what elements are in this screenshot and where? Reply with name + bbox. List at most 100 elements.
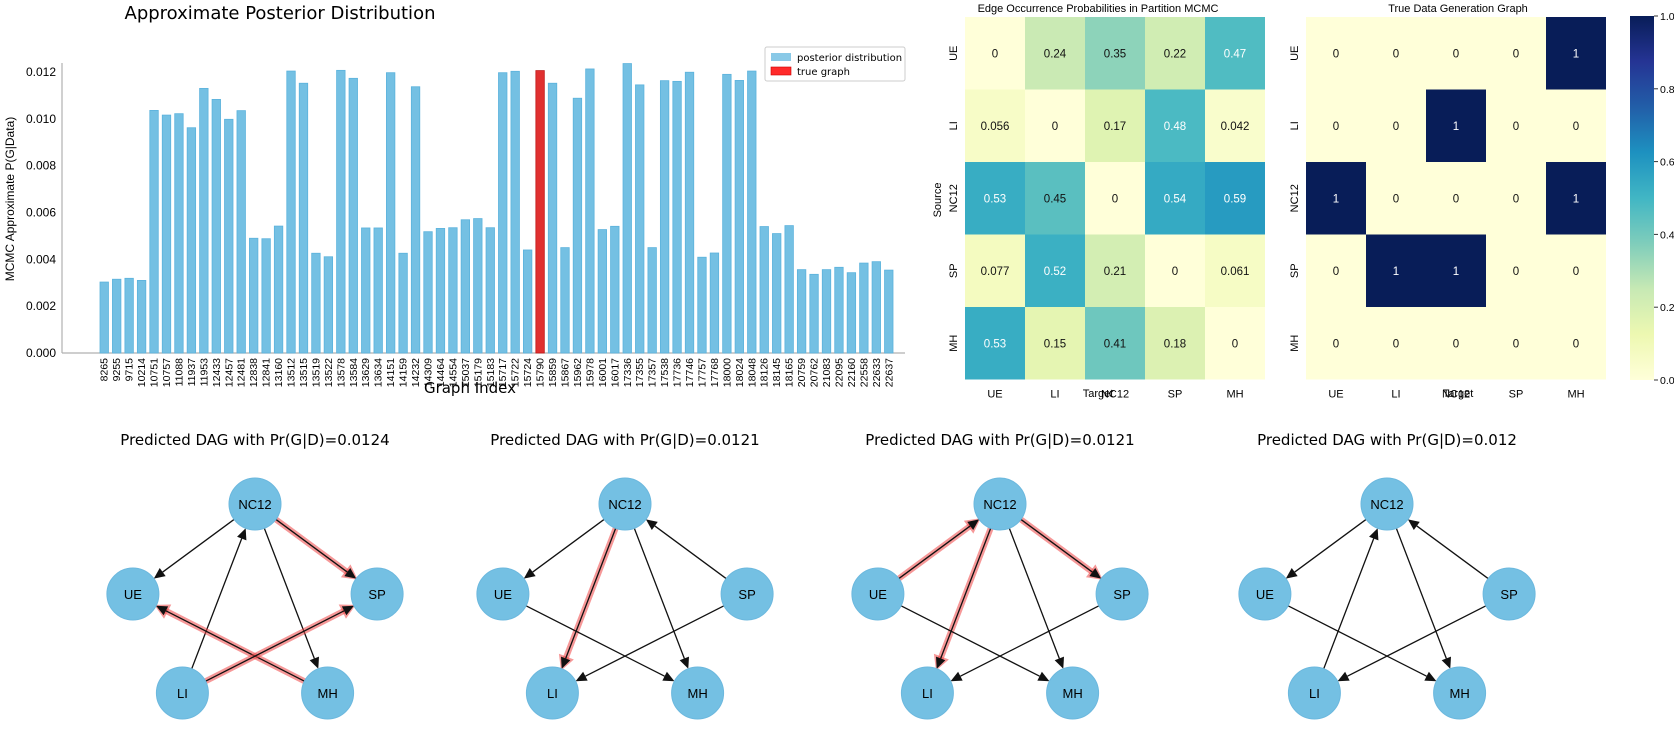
heatmap-cell-label: 1 bbox=[1453, 266, 1459, 278]
dag-node-label: MH bbox=[687, 686, 707, 701]
bar bbox=[672, 80, 682, 354]
heatmap-y-tick-label: MH bbox=[948, 335, 960, 352]
heatmap-y-tick-label: LI bbox=[948, 121, 960, 130]
dag-edge bbox=[191, 538, 243, 669]
heatmap-cell-label: 0.22 bbox=[1164, 48, 1186, 60]
bar bbox=[647, 247, 657, 354]
dag-node-label: SP bbox=[738, 587, 755, 602]
dag-edge bbox=[1020, 518, 1093, 573]
x-tick-label: 13512 bbox=[286, 358, 298, 387]
bar bbox=[435, 228, 446, 354]
x-tick-label: 15867 bbox=[559, 358, 571, 387]
bar bbox=[722, 73, 732, 354]
heatmap-cell-label: 0.17 bbox=[1104, 121, 1126, 133]
bar bbox=[809, 273, 819, 354]
bar bbox=[485, 227, 495, 354]
bar-chart-title: Approximate Posterior Distribution bbox=[125, 3, 436, 24]
x-tick-label: 14309 bbox=[423, 358, 435, 387]
heatmap-cell-label: 0 bbox=[1393, 338, 1399, 350]
heatmap-cell bbox=[1486, 234, 1546, 307]
x-tick-label: 12841 bbox=[261, 358, 273, 387]
dag-arrowhead bbox=[967, 519, 980, 530]
y-tick-label: 0.006 bbox=[26, 206, 56, 220]
bar bbox=[522, 249, 533, 354]
bar bbox=[286, 70, 296, 354]
bar bbox=[510, 70, 520, 354]
dag-edge bbox=[1395, 528, 1447, 659]
heatmap-y-tick-label: NC12 bbox=[1289, 184, 1301, 212]
heatmap-x-tick-label: LI bbox=[1050, 389, 1059, 401]
x-tick-label: 10751 bbox=[149, 358, 161, 387]
bar bbox=[323, 256, 334, 354]
bar bbox=[821, 269, 832, 354]
dag-node bbox=[598, 477, 652, 531]
dag-node-label: SP bbox=[1113, 587, 1130, 602]
bar bbox=[112, 278, 122, 354]
heatmap-cell-label: 0 bbox=[1112, 193, 1118, 205]
bar bbox=[236, 110, 246, 354]
bar bbox=[684, 71, 695, 354]
heatmap-cell bbox=[1205, 234, 1265, 307]
heatmap-cell-label: 0.59 bbox=[1224, 193, 1246, 205]
dag-node bbox=[1482, 567, 1536, 621]
heatmap-cell bbox=[1546, 234, 1606, 307]
dag-edge bbox=[1416, 525, 1489, 580]
heatmap-cell-label: 1 bbox=[1333, 193, 1339, 205]
x-tick-label: 17355 bbox=[634, 358, 646, 387]
x-tick-label: 12457 bbox=[223, 358, 235, 387]
dag-node-label: UE bbox=[1256, 587, 1274, 602]
dag-edge bbox=[960, 605, 1100, 677]
heatmap-cell bbox=[1145, 234, 1205, 307]
dag-arrowhead bbox=[1037, 671, 1050, 682]
dag-edge bbox=[633, 528, 685, 659]
bar bbox=[772, 233, 782, 354]
bar bbox=[149, 110, 159, 354]
heatmap-cell bbox=[1025, 234, 1085, 307]
heatmap-cell-label: 0.061 bbox=[1221, 266, 1250, 278]
dag-arrowhead bbox=[575, 671, 588, 682]
bar bbox=[796, 269, 807, 354]
dag-node-label: UE bbox=[124, 587, 142, 602]
heatmap-cell bbox=[1145, 17, 1205, 90]
dag-node-label: MH bbox=[317, 686, 337, 701]
x-tick-label: 11953 bbox=[198, 358, 210, 387]
legend-label-posterior: posterior distribution bbox=[797, 53, 902, 64]
heatmap1-ylabel: Source bbox=[932, 183, 944, 218]
heatmap2-title: True Data Generation Graph bbox=[1388, 3, 1528, 15]
bar bbox=[697, 256, 707, 354]
y-tick-label: 0.002 bbox=[26, 299, 56, 313]
heatmap-cell bbox=[1306, 162, 1366, 235]
heatmap-cell-label: 0.24 bbox=[1044, 48, 1067, 60]
bar bbox=[747, 70, 757, 354]
colorbar-tick-label: 0.8 bbox=[1660, 84, 1674, 96]
x-tick-label: 10757 bbox=[161, 358, 173, 387]
heatmap-cell-label: 0.41 bbox=[1104, 338, 1126, 350]
dag-arrowhead bbox=[679, 656, 689, 669]
dag-node-label: NC12 bbox=[608, 497, 641, 512]
heatmap-cell-label: 0.35 bbox=[1104, 48, 1126, 60]
heatmap-y-tick-label: SP bbox=[948, 263, 960, 278]
heatmap-cell bbox=[1426, 234, 1486, 307]
x-tick-label: 14151 bbox=[385, 358, 397, 387]
x-tick-label: 8265 bbox=[99, 358, 111, 382]
dag-node bbox=[851, 567, 905, 621]
dag-arrowhead bbox=[1441, 656, 1451, 669]
dag-node-label: SP bbox=[368, 587, 385, 602]
heatmap2-xlabel: Target bbox=[1443, 388, 1474, 400]
bar bbox=[709, 252, 720, 354]
x-tick-label: 13160 bbox=[273, 358, 285, 387]
heatmap-x-tick-label: MH bbox=[1226, 389, 1243, 401]
legend-swatch-true-graph bbox=[770, 66, 792, 76]
bar bbox=[560, 247, 570, 354]
dag-title: Predicted DAG with Pr(G|D)=0.0124 bbox=[120, 431, 389, 449]
dag-node bbox=[1433, 666, 1487, 720]
bar bbox=[834, 266, 844, 354]
heatmap-cell-label: 0 bbox=[1453, 48, 1459, 60]
dag-node bbox=[155, 666, 209, 720]
x-tick-label: 18000 bbox=[721, 358, 733, 387]
dag-node-label: LI bbox=[547, 686, 558, 701]
heatmap-cell-label: 1 bbox=[1573, 193, 1579, 205]
heatmap-cell bbox=[1306, 234, 1366, 307]
x-tick-label: 13519 bbox=[310, 358, 322, 387]
dag-arrowhead bbox=[156, 605, 169, 616]
